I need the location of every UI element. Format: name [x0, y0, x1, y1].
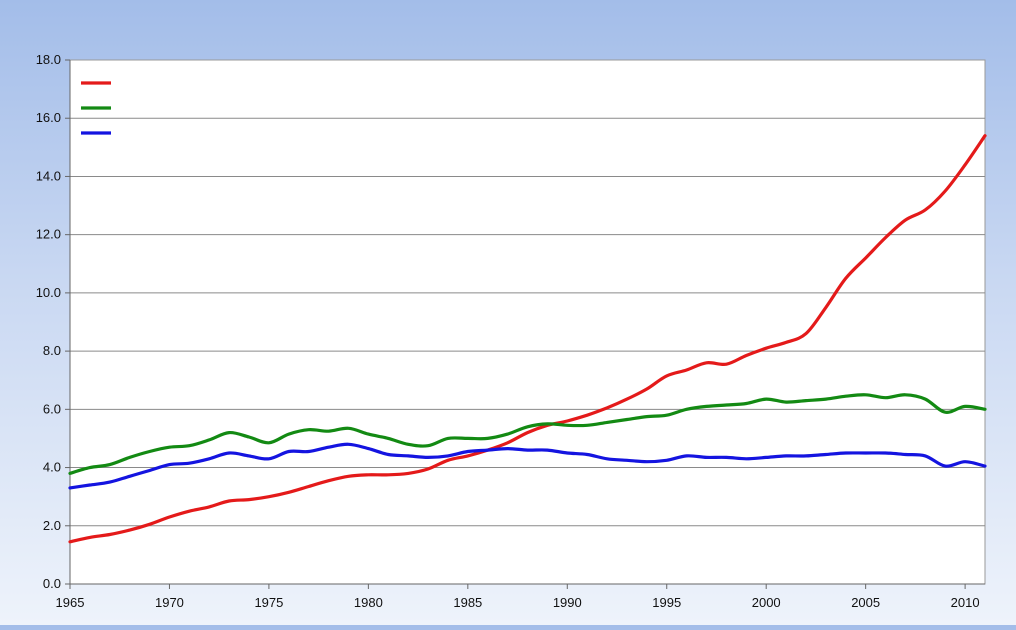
- x-tick-label: 1975: [254, 595, 283, 610]
- x-tick-label: 1985: [453, 595, 482, 610]
- x-tick-label: 1965: [56, 595, 85, 610]
- y-tick-label: 14.0: [36, 168, 61, 183]
- series-lines: [68, 134, 987, 544]
- series-line-3: [68, 442, 987, 490]
- y-tick-label: 0.0: [43, 576, 61, 591]
- y-tick-label: 18.0: [36, 52, 61, 67]
- y-tick-label: 16.0: [36, 110, 61, 125]
- x-tick-label: 1995: [652, 595, 681, 610]
- x-tick-label: 1970: [155, 595, 184, 610]
- grid-lines: [70, 117, 985, 527]
- y-tick-label: 10.0: [36, 285, 61, 300]
- y-tick-label: 6.0: [43, 401, 61, 416]
- legend: [81, 81, 111, 135]
- series-line-2: [68, 393, 987, 475]
- x-tick-label: 2000: [752, 595, 781, 610]
- y-tick-label: 4.0: [43, 460, 61, 475]
- y-tick-label: 2.0: [43, 518, 61, 533]
- x-tick-label: 2010: [951, 595, 980, 610]
- y-tick-label: 8.0: [43, 343, 61, 358]
- y-tick-label: 12.0: [36, 227, 61, 242]
- x-tick-label: 2005: [851, 595, 880, 610]
- x-tick-label: 1990: [553, 595, 582, 610]
- plot-area: [69, 59, 986, 585]
- series-line-1: [68, 134, 987, 544]
- x-tick-label: 1980: [354, 595, 383, 610]
- axes: 0.0 2.0 4.0 6.0 8.0 10.0 12.0 14.0 16.0 18.0 1965 1…: [36, 52, 985, 610]
